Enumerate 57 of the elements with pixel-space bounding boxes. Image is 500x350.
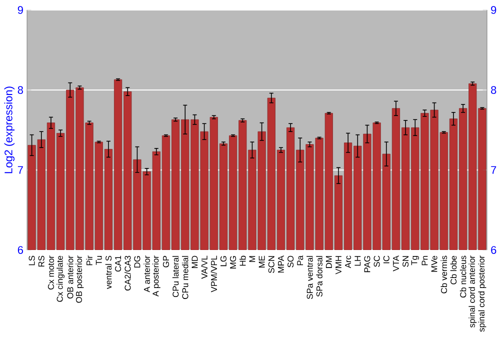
- x-tick-label: LS: [28, 256, 35, 266]
- x-tick-label: VPM/VPL: [210, 256, 217, 292]
- x-tick-label: MVe: [431, 256, 438, 272]
- y-tick-label: 9: [18, 6, 23, 14]
- y-tick-label: 7: [18, 166, 23, 174]
- x-tick-label: RS: [38, 256, 44, 267]
- x-tick-label: DG: [134, 256, 140, 268]
- x-tick-label: Pir: [86, 256, 92, 266]
- x-tick-label: SPa dorsal: [316, 256, 322, 297]
- x-tick-label: LG: [220, 256, 226, 266]
- x-tick-label: Cx cingulate: [56, 256, 65, 302]
- x-tick-label: OB posterior: [76, 256, 84, 303]
- x-tick-label: VA/VL: [201, 256, 208, 279]
- x-tick-label: SPa ventral: [306, 256, 313, 299]
- x-tick-label: Cb vermis: [440, 256, 447, 294]
- x-tick-label: IC: [383, 256, 390, 264]
- x-tick-label: CA2/CA3: [124, 256, 131, 290]
- x-tick-label: GP: [162, 256, 169, 268]
- x-tick-label: ventral S: [105, 256, 112, 289]
- x-tick-label: spinal cord posterior: [478, 256, 486, 332]
- x-tick-label: Cx motor: [48, 256, 54, 290]
- x-tick-label: VMH: [336, 256, 342, 274]
- y-tick-label: 6: [18, 246, 24, 254]
- x-tick-label: Arc: [345, 256, 352, 268]
- x-tick-label: Cb nucleus: [460, 256, 466, 298]
- x-tick-label: ME: [258, 256, 265, 268]
- x-tick-label: M: [249, 256, 256, 262]
- x-tick-label: SO: [288, 256, 294, 268]
- x-tick-label: OB anterior: [67, 256, 74, 299]
- x-tick-label: Pa: [297, 255, 304, 266]
- x-tick-label: Pn: [422, 256, 428, 266]
- x-tick-label: Tg: [411, 256, 419, 266]
- x-tick-label: SC: [374, 256, 380, 267]
- x-tick-label: MG: [230, 256, 236, 268]
- x-tick-label: CPu medial: [182, 256, 188, 299]
- x-tick-label: CPu lateral: [172, 256, 179, 298]
- y2-tick-label: 6: [491, 246, 496, 254]
- x-tick-label: DM: [326, 256, 332, 268]
- y-axis-title: Log2 (expression): [4, 86, 15, 174]
- y2-tick-label: 9: [491, 6, 496, 14]
- x-tick-label: spinal cord anterior: [468, 256, 477, 328]
- x-tick-label: Hb: [240, 256, 246, 266]
- x-tick-label: Tu: [96, 256, 102, 265]
- x-tick-label: LH: [354, 256, 361, 266]
- y2-tick-label: 7: [491, 166, 496, 174]
- x-tick-label: SN: [402, 256, 409, 267]
- x-tick-label: VTA: [393, 255, 399, 272]
- x-tick-label: PAG: [364, 256, 370, 272]
- y2-tick-label: 8: [491, 86, 496, 94]
- y-tick-label: 8: [18, 86, 24, 94]
- x-tick-label: SCN: [268, 256, 274, 274]
- x-tick-label: A anterior: [144, 256, 150, 292]
- x-tick-label: MPA: [278, 255, 284, 273]
- x-tick-label: MD: [192, 256, 198, 268]
- x-tick-label: CA1: [115, 256, 122, 272]
- x-tick-label: Cb lobe: [450, 256, 457, 284]
- x-tick-label: A posterior: [152, 256, 160, 297]
